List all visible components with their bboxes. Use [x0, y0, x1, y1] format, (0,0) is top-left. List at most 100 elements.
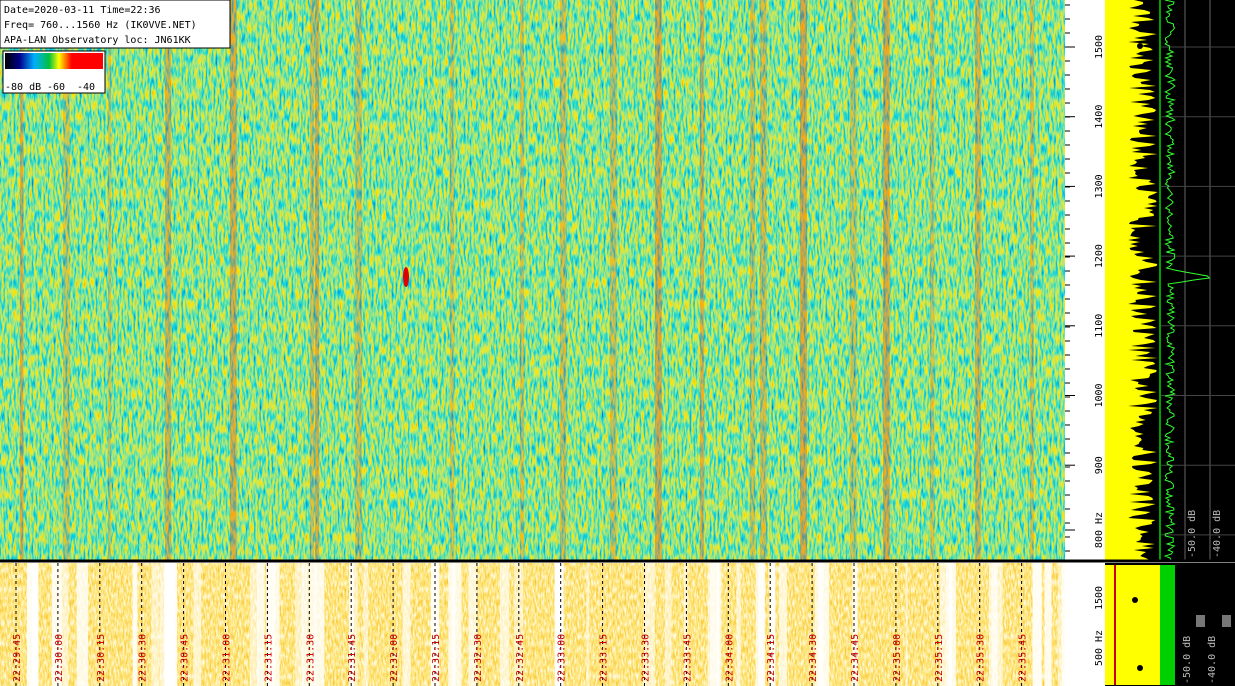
white-band [193, 563, 202, 686]
stripe [108, 0, 112, 560]
level-label: -50.0 dB [1187, 510, 1198, 558]
white-band [779, 563, 787, 686]
white-band [1032, 563, 1042, 686]
white-band [769, 563, 776, 686]
stripe [520, 0, 525, 560]
lower-level-label: -40.0 dB [1207, 636, 1218, 684]
lower-frequency-label: 1500 [1094, 586, 1105, 610]
white-band [818, 563, 830, 686]
white-band [758, 563, 765, 686]
time-label: 22:35:00 [892, 634, 903, 682]
white-band [939, 563, 947, 686]
stripe [310, 0, 315, 560]
white-band [26, 563, 38, 686]
frequency-label: 1300 [1094, 174, 1105, 198]
lower-spectrum-fill [1105, 565, 1160, 685]
header-box: Date=2020-03-11 Time=22:36 Freq= 760...1… [0, 0, 231, 49]
white-band [991, 563, 1003, 686]
white-band [363, 563, 369, 686]
marker [1137, 665, 1143, 671]
lower-waterfall [0, 563, 1065, 686]
time-label: 22:31:30 [305, 634, 316, 682]
white-band [314, 563, 325, 686]
stripe [975, 0, 981, 560]
white-band [736, 563, 741, 686]
scroll-box [1196, 615, 1205, 627]
time-label: 22:32:15 [431, 634, 442, 682]
white-band [250, 563, 258, 686]
stripe [610, 0, 617, 560]
white-band [151, 563, 159, 686]
time-label: 22:30:30 [138, 634, 149, 682]
stripe [315, 0, 320, 560]
stripe [230, 0, 237, 560]
marker [1137, 43, 1143, 49]
spectrum-plot [1105, 0, 1235, 561]
white-band [684, 563, 688, 686]
time-label: 22:34:15 [766, 634, 777, 682]
white-band [448, 563, 456, 686]
stripe [655, 0, 662, 560]
stripe [850, 0, 857, 560]
signal-blob [403, 267, 409, 287]
stripe [20, 0, 24, 560]
stripe [165, 0, 172, 560]
colorbar: -80 dB -60 -40 [2, 50, 106, 94]
time-label: 22:33:15 [599, 634, 610, 682]
stripe [760, 0, 767, 560]
header-background [0, 0, 231, 49]
white-band [946, 563, 953, 686]
lower-stripes [26, 563, 1069, 686]
time-label: 22:29:45 [12, 634, 23, 682]
waterfall-stripes [20, 0, 1034, 560]
time-label: 22:33:45 [682, 634, 693, 682]
lower-frequency-axis [1065, 563, 1105, 686]
time-label: 22:30:45 [180, 634, 191, 682]
time-label: 22:33:00 [557, 634, 568, 682]
lower-frequency-label: 500 Hz [1094, 630, 1105, 666]
white-band [164, 563, 174, 686]
scroll-box [1222, 615, 1231, 627]
stripe [800, 0, 807, 560]
white-band [256, 563, 265, 686]
header-line: APA-LAN Observatory loc: JN61KK [4, 35, 191, 46]
time-label: 22:30:00 [54, 634, 65, 682]
stripe [930, 0, 935, 560]
white-band [586, 563, 590, 686]
colorbar-gradient [5, 53, 103, 69]
frequency-label: 800 Hz [1094, 512, 1105, 548]
time-label: 22:32:00 [389, 634, 400, 682]
stripe [560, 0, 567, 560]
stripe [450, 0, 455, 560]
time-label: 22:35:15 [934, 634, 945, 682]
white-band [905, 563, 908, 686]
colorbar-label: -60 [47, 82, 65, 93]
white-band [132, 563, 138, 686]
colorbar-label: -40 [77, 82, 95, 93]
frequency-label: 1200 [1094, 244, 1105, 268]
spectrum-trace [1163, 0, 1211, 561]
time-label: 22:32:30 [473, 634, 484, 682]
white-band [60, 563, 69, 686]
frequency-label: 900 [1094, 456, 1105, 474]
white-band [159, 563, 166, 686]
stripe [63, 0, 70, 560]
stripe [1030, 0, 1034, 560]
white-band [554, 563, 564, 686]
time-label: 22:31:00 [222, 634, 233, 682]
white-band [468, 563, 477, 686]
frequency-label: 1400 [1094, 105, 1105, 129]
white-band [310, 563, 315, 686]
white-band [664, 563, 672, 686]
white-band [1044, 563, 1052, 686]
frequency-label: 1000 [1094, 383, 1105, 407]
time-label: 22:34:45 [850, 634, 861, 682]
frequency-axis [1065, 0, 1105, 560]
white-band [295, 563, 305, 686]
frequency-label: 1500 [1094, 35, 1105, 59]
stripe [883, 0, 890, 560]
white-band [852, 563, 858, 686]
time-label: 22:35:30 [976, 634, 987, 682]
time-label: 22:34:30 [808, 634, 819, 682]
